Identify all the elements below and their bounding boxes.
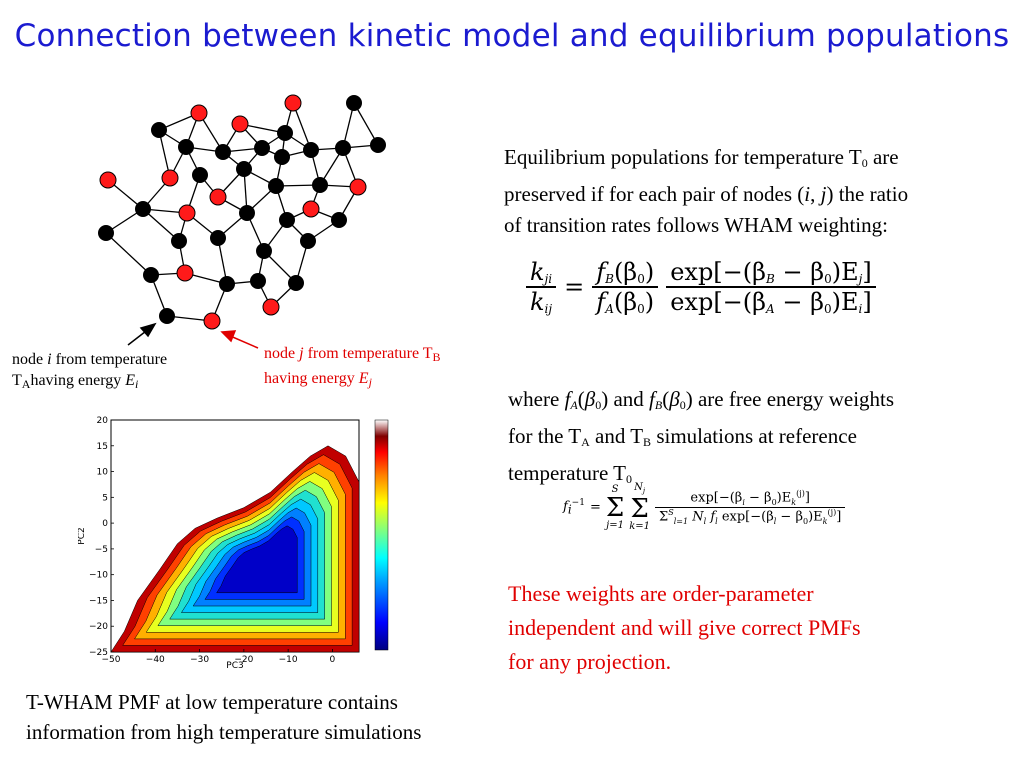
network-node xyxy=(300,233,316,249)
network-node xyxy=(288,275,304,291)
y-tick-label: −20 xyxy=(89,622,108,632)
free-energy-weights-paragraph: where fA(β0) and fB(β0) are free energy … xyxy=(508,387,895,486)
network-node xyxy=(349,178,367,196)
network-node xyxy=(236,161,252,177)
network-node xyxy=(254,140,270,156)
network-node xyxy=(279,212,295,228)
network-node xyxy=(277,125,293,141)
x-tick-label: −40 xyxy=(146,655,165,665)
x-tick-label: 0 xyxy=(330,655,336,665)
kinetic-network-diagram xyxy=(98,94,386,349)
equilibrium-paragraph: Equilibrium populations for temperature … xyxy=(504,145,909,237)
network-node xyxy=(331,212,347,228)
network-node xyxy=(303,142,319,158)
node-j-label: node j from temperature TB having energy… xyxy=(264,345,441,389)
network-node xyxy=(99,171,117,189)
y-tick-label: −5 xyxy=(95,545,108,555)
network-node xyxy=(98,225,114,241)
network-nodes xyxy=(98,94,386,330)
y-tick-label: 10 xyxy=(97,468,109,478)
node-i-label: node i from temperature TAhaving energy … xyxy=(12,351,168,391)
network-node xyxy=(171,233,187,249)
network-node xyxy=(312,177,328,193)
network-node xyxy=(250,273,266,289)
network-node xyxy=(335,140,351,156)
network-node xyxy=(178,139,194,155)
network-node xyxy=(151,122,167,138)
network-node xyxy=(161,169,179,187)
network-node xyxy=(159,308,175,324)
x-axis-label: PC3 xyxy=(226,661,243,670)
network-node xyxy=(210,230,226,246)
colorbar xyxy=(374,419,389,651)
network-node xyxy=(135,201,151,217)
network-node xyxy=(239,205,255,221)
y-tick-label: −25 xyxy=(89,648,108,658)
x-tick-label: −50 xyxy=(102,655,121,665)
network-node xyxy=(190,104,208,122)
y-tick-label: 20 xyxy=(97,416,109,426)
network-node xyxy=(370,137,386,153)
network-node xyxy=(143,267,159,283)
network-node xyxy=(284,94,302,112)
y-tick-label: 5 xyxy=(102,493,108,503)
slide-title: Connection between kinetic model and equ… xyxy=(14,18,1010,54)
x-tick-label: −10 xyxy=(279,655,298,665)
wham-ratio-equation: kji kij = fB(β0) fA(β0) exp[−(βB − β0)Ej… xyxy=(526,258,876,316)
pmf-caption: T-WHAM PMF at low temperature contains i… xyxy=(26,690,422,744)
arrow-node-j xyxy=(220,330,259,349)
network-node xyxy=(346,95,362,111)
arrow-node-i xyxy=(127,322,157,346)
free-energy-equation: fi−1 = S Σ j=1 Nj Σ k=1 exp[−(βi − β0)Ek… xyxy=(563,482,846,533)
network-node xyxy=(192,167,208,183)
x-tick-label: −30 xyxy=(190,655,209,665)
network-node xyxy=(219,276,235,292)
order-parameter-note: These weights are order-parameter indepe… xyxy=(508,581,861,674)
y-axis-label: PC2 xyxy=(78,527,87,544)
y-tick-label: −10 xyxy=(89,571,108,581)
network-node xyxy=(268,178,284,194)
network-node xyxy=(178,204,196,222)
network-node xyxy=(215,144,231,160)
y-tick-label: −15 xyxy=(89,596,108,606)
network-node xyxy=(176,264,194,282)
network-node xyxy=(256,243,272,259)
contour-level xyxy=(216,525,298,594)
network-node xyxy=(302,200,320,218)
y-tick-label: 15 xyxy=(97,442,108,452)
network-node xyxy=(274,149,290,165)
network-node xyxy=(262,298,280,316)
network-node xyxy=(209,188,227,206)
network-node xyxy=(231,115,249,133)
y-tick-label: 0 xyxy=(102,519,108,529)
x-tick-label: −20 xyxy=(234,655,253,665)
network-node xyxy=(203,312,221,330)
pmf-contour-plot: −50 −40 −30 −20 −10 0 20 15 10 5 0 −5 −10 −15 −20 −25 P… xyxy=(77,412,399,671)
